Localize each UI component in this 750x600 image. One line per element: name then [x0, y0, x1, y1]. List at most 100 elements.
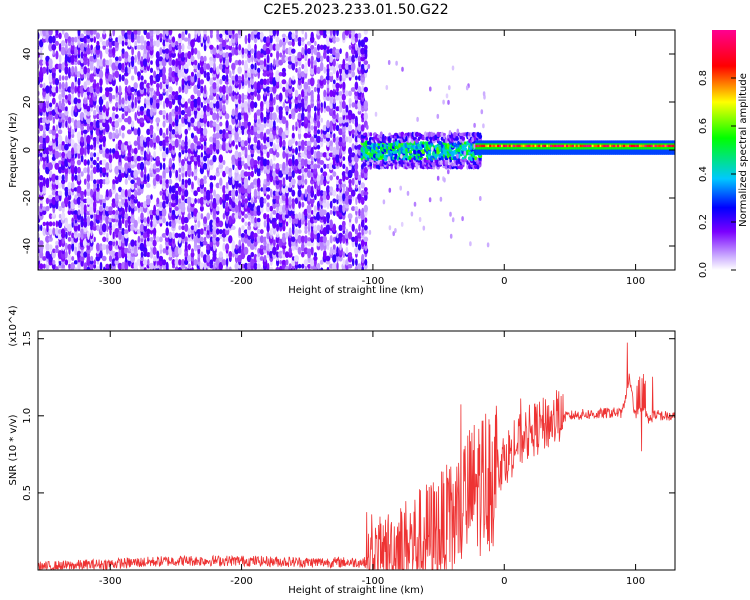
spectrogram-cell	[287, 63, 293, 70]
spectrogram-cell	[284, 213, 290, 219]
spectrogram-y-tick-label: -40	[22, 238, 33, 254]
spectrogram-cell	[399, 185, 403, 191]
spectrogram-cell	[152, 227, 157, 236]
spectrogram-cell	[246, 171, 252, 177]
spectrogram-cell	[228, 167, 233, 173]
spectrogram-cell	[228, 78, 233, 86]
spectrogram-cell	[197, 50, 201, 60]
spectrogram-cell	[162, 82, 166, 89]
spectrogram-cell	[431, 146, 434, 152]
spectrogram-cell	[351, 177, 355, 186]
spectrogram-cell	[351, 152, 356, 158]
spectrogram-x-tick-label: -300	[99, 276, 122, 287]
spectrogram-cell	[332, 205, 336, 212]
spectrogram-cell	[184, 223, 189, 232]
spectrogram-cell	[295, 121, 298, 127]
spectrogram-cell	[332, 81, 337, 90]
spectrogram-cell	[191, 248, 194, 254]
spectrogram-cell	[291, 98, 296, 104]
spectrogram-cell	[281, 235, 287, 243]
spectrogram-cell	[209, 236, 213, 243]
spectrogram-cell	[354, 144, 359, 150]
spectrogram-cell	[155, 236, 160, 243]
spectrogram-cell	[354, 247, 359, 255]
spectrogram-cell	[193, 259, 198, 266]
spectrogram-cell	[301, 63, 305, 70]
spectrogram-cell	[335, 93, 340, 101]
spectrogram-cell	[161, 207, 167, 217]
spectrogram-cell	[149, 96, 154, 106]
spectrogram-cell	[130, 86, 135, 93]
spectrogram-cell	[48, 30, 53, 36]
spectrogram-cell	[288, 196, 292, 206]
spectrogram-cell	[461, 136, 465, 141]
spectrogram-cell	[294, 197, 299, 205]
spectrogram-cell	[164, 236, 170, 243]
spectrogram-cell	[159, 33, 163, 39]
spectrogram-cell	[105, 205, 110, 212]
spectrogram-cell	[55, 244, 59, 250]
spectrogram-cell	[169, 169, 172, 179]
spectrogram-cell	[171, 108, 176, 117]
spectrogram-cell	[146, 136, 151, 143]
snr-x-tick-label: -300	[99, 576, 122, 587]
spectrogram-cell	[137, 50, 141, 60]
spectrogram-cell	[304, 235, 308, 244]
spectrogram-cell	[177, 51, 183, 59]
spectrogram-cell	[306, 163, 312, 170]
spectrogram-cell	[234, 46, 240, 56]
spectrogram-cell	[332, 89, 337, 98]
spectrogram-cell	[319, 75, 324, 81]
spectrogram-cell	[190, 155, 195, 163]
spectrogram-cell	[197, 119, 201, 129]
spectrogram-cell	[240, 233, 246, 238]
spectrogram-cell	[360, 239, 365, 247]
spectrogram-cell	[273, 120, 276, 128]
spectrogram-cell	[256, 148, 262, 154]
spectrogram-cell	[121, 207, 125, 218]
spectrogram-x-tick-label: -200	[230, 276, 253, 287]
spectrogram-cell	[117, 62, 123, 71]
spectrogram-cell	[134, 111, 137, 121]
spectrogram-cell	[388, 132, 392, 137]
spectrogram-cell	[65, 81, 68, 91]
spectrogram-cell	[184, 236, 188, 243]
spectrogram-cell	[301, 263, 305, 269]
spectrogram-cell	[295, 30, 298, 36]
spectrogram-cell	[140, 202, 144, 208]
spectrogram-cell	[329, 235, 333, 244]
spectrogram-cell	[215, 171, 220, 177]
spectrogram-cell	[339, 48, 342, 54]
spectrogram-cell	[55, 102, 59, 108]
spectrogram-cell	[39, 181, 44, 190]
spectrogram-cell	[45, 221, 50, 227]
spectrogram-cell	[284, 231, 290, 239]
colorbar-tick-label: 0.8	[698, 70, 709, 86]
spectrogram-cell	[96, 82, 100, 89]
spectrogram-cell	[266, 36, 271, 43]
spectrogram-cell	[101, 94, 107, 101]
spectrogram-cell	[316, 224, 321, 231]
spectrogram-cell	[131, 93, 135, 102]
spectrogram-cell	[231, 108, 236, 117]
spectrogram-cell	[38, 193, 44, 201]
spectrogram-cell	[335, 124, 340, 132]
spectrogram-cell	[130, 239, 136, 247]
spectrogram-cell	[120, 167, 126, 174]
spectrogram-cell	[257, 156, 261, 162]
spectrogram-cell	[139, 223, 145, 232]
spectrogram-cell	[155, 98, 160, 104]
spectrogram-cell	[326, 212, 330, 221]
spectrogram-cell	[178, 167, 182, 173]
spectrogram-cell	[313, 139, 318, 148]
spectrogram-cell	[114, 132, 120, 139]
spectrogram-cell	[363, 166, 368, 174]
spectrogram-cell	[268, 234, 274, 244]
spectrogram-cell	[342, 31, 346, 41]
spectrogram-cell	[77, 30, 81, 37]
spectrogram-cell	[74, 65, 78, 75]
spectrogram-cell	[137, 235, 141, 243]
colorbar-tick-label: 0.2	[698, 214, 709, 230]
spectrogram-cell	[77, 242, 81, 252]
spectrogram-cell	[215, 100, 220, 109]
